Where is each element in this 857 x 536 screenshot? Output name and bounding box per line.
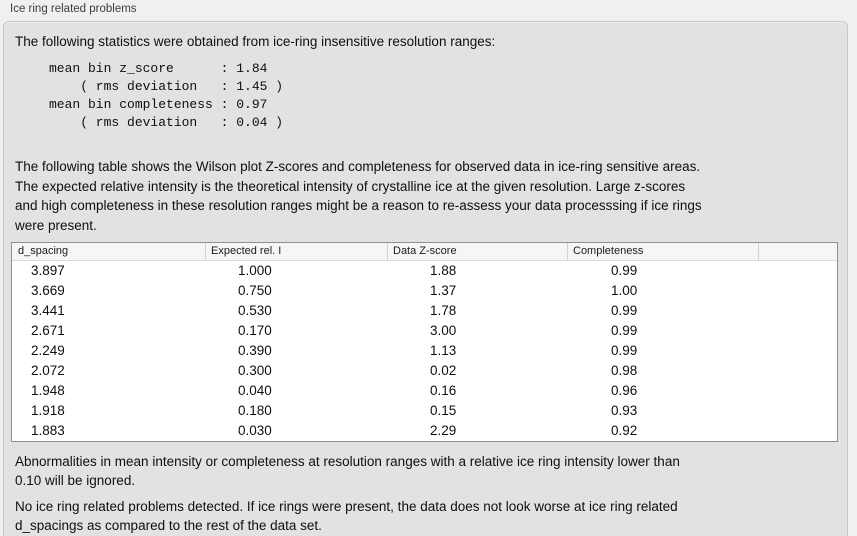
table-cell: 0.390	[238, 343, 272, 358]
table-cell: 0.98	[611, 363, 638, 378]
table-cell: 0.99	[611, 343, 638, 358]
table-row[interactable]: 1.918 0.180 0.15 0.93	[12, 401, 837, 421]
stats-block: mean bin z_score : 1.84 ( rms deviation …	[49, 61, 284, 130]
table-cell: 0.99	[611, 323, 638, 338]
table-description: The following table shows the Wilson plo…	[15, 159, 702, 233]
table-row[interactable]: 3.441 0.530 1.78 0.99	[12, 301, 837, 321]
table-cell: 0.750	[238, 283, 272, 298]
table-row[interactable]: 2.249 0.390 1.13 0.99	[12, 341, 837, 361]
table-cell: 3.00	[430, 323, 457, 338]
table-cell: 0.170	[238, 323, 272, 338]
table-cell: 0.180	[238, 403, 272, 418]
table-cell: 1.78	[430, 303, 457, 318]
ice-ring-panel: The following statistics were obtained f…	[3, 21, 848, 536]
table-cell: 2.072	[31, 363, 65, 378]
table-cell-filler	[758, 281, 837, 301]
table-row[interactable]: 1.883 0.030 2.29 0.92	[12, 421, 837, 441]
table-row[interactable]: 1.948 0.040 0.16 0.96	[12, 381, 837, 401]
table-cell: 0.030	[238, 423, 272, 438]
table-header-filler	[758, 243, 837, 260]
table-cell: 0.040	[238, 383, 272, 398]
table-cell: 1.948	[31, 383, 65, 398]
table-cell: 0.15	[430, 403, 457, 418]
table-cell: 0.02	[430, 363, 457, 378]
table-cell: 0.530	[238, 303, 272, 318]
table-cell: 3.897	[31, 263, 65, 278]
panel-content: The following statistics were obtained f…	[4, 22, 847, 535]
table-cell: 0.99	[611, 303, 638, 318]
table-cell: 0.92	[611, 423, 638, 438]
table-cell: 1.37	[430, 283, 457, 298]
table-cell: 1.918	[31, 403, 65, 418]
intro-text: The following statistics were obtained f…	[15, 34, 496, 49]
table-header-completeness[interactable]: Completeness	[567, 243, 758, 260]
table-header-d-spacing[interactable]: d_spacing	[18, 245, 69, 257]
table-cell: 3.441	[31, 303, 65, 318]
table-cell: 3.669	[31, 283, 65, 298]
table-cell: 2.29	[430, 423, 457, 438]
table-cell: 1.883	[31, 423, 65, 438]
table-cell: 0.99	[611, 263, 638, 278]
table-cell-filler	[758, 341, 837, 361]
table-cell-filler	[758, 381, 837, 401]
table-cell: 1.000	[238, 263, 272, 278]
ice-ring-table[interactable]: d_spacing Expected rel. I Data Z-score C…	[11, 242, 838, 442]
table-cell: 1.00	[611, 283, 638, 298]
table-row[interactable]: 3.669 0.750 1.37 1.00	[12, 281, 837, 301]
conclusion-text: No ice ring related problems detected. I…	[15, 499, 678, 533]
table-row[interactable]: 3.897 1.000 1.88 0.99	[12, 261, 837, 281]
table-cell-filler	[758, 401, 837, 421]
table-cell: 0.96	[611, 383, 638, 398]
table-cell: 0.300	[238, 363, 272, 378]
table-body: 3.897 1.000 1.88 0.99 3.669 0.750 1.37 1.00 3.44…	[12, 261, 837, 441]
table-cell: 2.671	[31, 323, 65, 338]
table-cell: 1.13	[430, 343, 457, 358]
table-cell-filler	[758, 301, 837, 321]
table-row[interactable]: 2.671 0.170 3.00 0.99	[12, 321, 837, 341]
table-cell: 0.16	[430, 383, 457, 398]
table-row[interactable]: 2.072 0.300 0.02 0.98	[12, 361, 837, 381]
table-header-expected-rel-i[interactable]: Expected rel. I	[205, 243, 387, 260]
table-cell: 1.88	[430, 263, 457, 278]
table-cell-filler	[758, 361, 837, 381]
table-header-data-z-score[interactable]: Data Z-score	[387, 243, 567, 260]
table-cell: 0.93	[611, 403, 638, 418]
table-cell: 2.249	[31, 343, 65, 358]
table-header-row: d_spacing Expected rel. I Data Z-score C…	[12, 243, 837, 261]
ignore-note-text: Abnormalities in mean intensity or compl…	[15, 454, 680, 488]
table-cell-filler	[758, 261, 837, 281]
table-cell-filler	[758, 421, 837, 441]
group-title: Ice ring related problems	[10, 3, 137, 15]
table-cell-filler	[758, 321, 837, 341]
